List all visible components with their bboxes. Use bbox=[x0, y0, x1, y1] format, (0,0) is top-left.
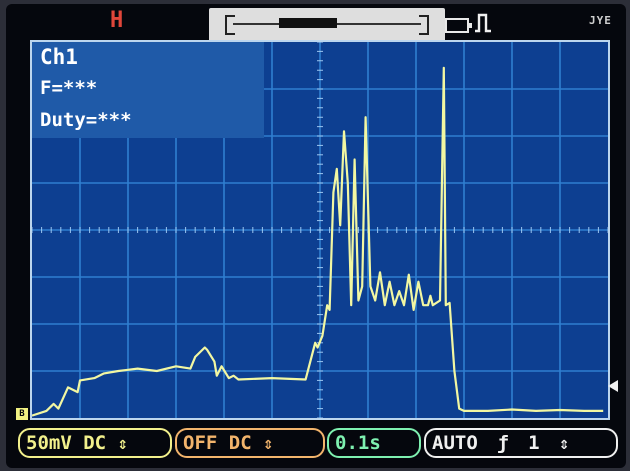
ch1-coupling: DC bbox=[83, 432, 107, 454]
oscilloscope-screen: H JYE Ch1 F=*** Duty=*** B 50mV DC ⇕ OFF… bbox=[6, 4, 626, 468]
trigger-control[interactable]: AUTO ƒ 1 ⇕ bbox=[424, 428, 618, 458]
ch2-control[interactable]: OFF DC ⇕ bbox=[175, 428, 325, 458]
trigger-edge-icon bbox=[475, 13, 491, 33]
ch2-state: OFF bbox=[183, 432, 218, 454]
frequency-readout: F=*** bbox=[40, 77, 98, 99]
trigger-level-marker[interactable] bbox=[608, 380, 618, 392]
timebase-value: 0.1s bbox=[335, 432, 381, 454]
timebase-control[interactable]: 0.1s bbox=[327, 428, 421, 458]
trigger-edge-symbol: ƒ bbox=[497, 432, 509, 454]
channel-label: Ch1 bbox=[40, 45, 78, 69]
center-ticks bbox=[32, 42, 608, 418]
channel-ground-marker[interactable]: B bbox=[16, 408, 28, 420]
trigger-channel: 1 bbox=[528, 432, 540, 454]
window-thumb[interactable] bbox=[279, 18, 337, 28]
updown-arrows-icon: ⇕ bbox=[117, 434, 128, 454]
window-left-bracket bbox=[225, 15, 235, 35]
updown-arrows-icon: ⇕ bbox=[559, 434, 570, 454]
duty-readout: Duty=*** bbox=[40, 109, 132, 131]
measurement-box: Ch1 F=*** Duty=*** bbox=[32, 42, 264, 138]
battery-icon bbox=[445, 18, 472, 33]
trigger-mode: AUTO bbox=[432, 432, 478, 454]
ch2-coupling: DC bbox=[228, 432, 252, 454]
window-right-bracket bbox=[419, 15, 429, 35]
time-window-bar[interactable] bbox=[209, 8, 445, 42]
ch1-vdiv-control[interactable]: 50mV DC ⇕ bbox=[18, 428, 172, 458]
updown-arrows-icon: ⇕ bbox=[263, 434, 274, 454]
run-status-indicator[interactable]: H bbox=[110, 8, 124, 33]
vdiv-value: 50mV bbox=[26, 432, 72, 454]
channel-1-trace bbox=[32, 66, 604, 417]
brand-logo: JYE bbox=[589, 14, 612, 27]
plot-svg bbox=[32, 42, 608, 418]
